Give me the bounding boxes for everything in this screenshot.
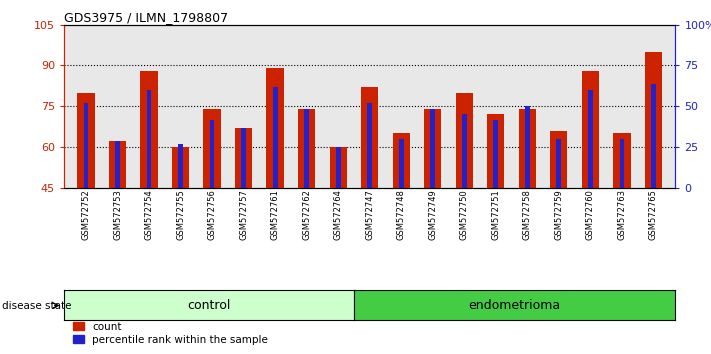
Bar [298,109,316,188]
Bar [109,142,127,188]
Bar [115,142,120,188]
Text: GDS3975 / ILMN_1798807: GDS3975 / ILMN_1798807 [64,11,228,24]
Bar [210,120,215,188]
Bar [456,93,473,188]
Bar [77,93,95,188]
Bar [273,87,277,188]
Bar [518,109,536,188]
Legend: count, percentile rank within the sample: count, percentile rank within the sample [69,317,272,349]
Text: endometrioma: endometrioma [469,299,560,312]
Bar [651,85,656,188]
Bar [141,71,158,188]
Bar [582,71,599,188]
Bar [588,90,593,188]
Bar [84,103,88,188]
Bar [430,109,435,188]
Bar [613,133,631,188]
Bar [267,68,284,188]
Bar [336,147,341,188]
Bar [424,109,442,188]
Bar [172,147,189,188]
Bar [645,52,662,188]
Bar [203,109,221,188]
Bar [304,109,309,188]
Bar [368,103,372,188]
Bar [392,133,410,188]
Bar [361,87,378,188]
Bar [399,139,404,188]
Bar [146,90,151,188]
Bar [235,128,252,188]
Bar [487,114,505,188]
Bar [619,139,624,188]
Bar [550,131,567,188]
Bar [493,120,498,188]
Bar [329,147,347,188]
Bar [241,128,246,188]
Bar [462,114,466,188]
Bar [525,106,530,188]
Bar [178,144,183,188]
Text: control: control [187,299,230,312]
Text: disease state: disease state [2,301,72,310]
Bar [557,139,561,188]
